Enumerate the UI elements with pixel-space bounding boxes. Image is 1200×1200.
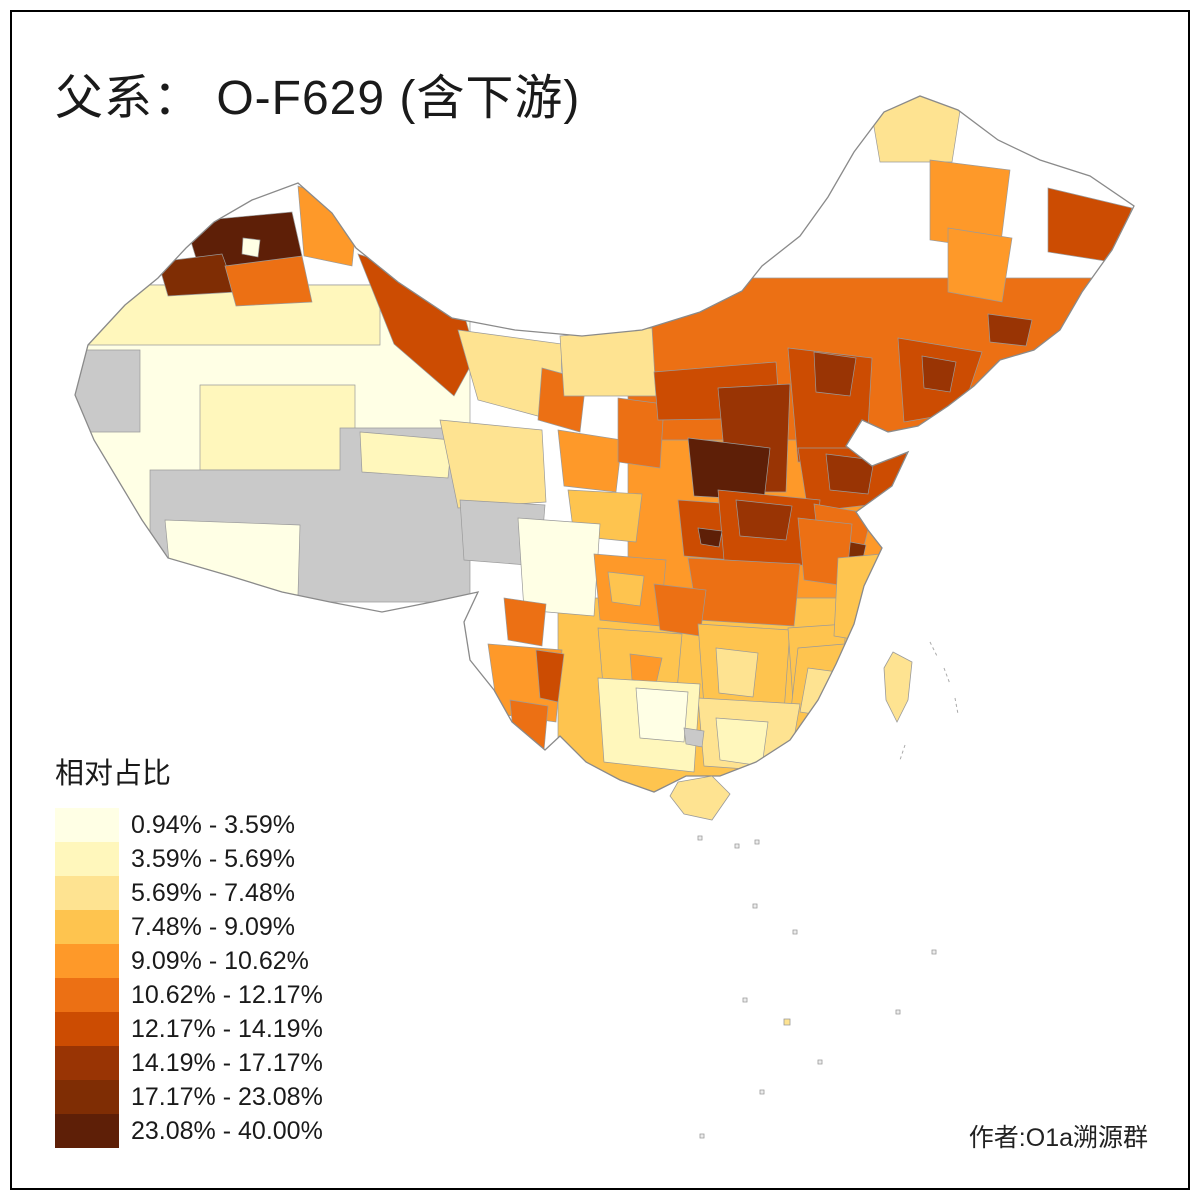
legend-color-swatch — [55, 944, 119, 978]
region-chengdu-patch — [607, 571, 645, 607]
region-sichuan-west-pale — [517, 517, 601, 617]
island-taiwan — [883, 651, 913, 723]
legend-range-label: 12.17% - 14.19% — [131, 1014, 323, 1043]
region-shaanxi-north-darkest — [687, 437, 771, 501]
region-shiyan-dark-spot — [697, 527, 723, 548]
legend-row: 7.48% - 9.09% — [55, 910, 323, 944]
island-islet-colored — [783, 1018, 791, 1026]
legend: 相对占比 0.94% - 3.59% 3.59% - 5.69% 5.69% -… — [55, 750, 323, 1148]
island-islet — [817, 1059, 823, 1065]
china-outline — [74, 95, 1135, 793]
region-karamay-pale — [241, 237, 261, 258]
legend-color-swatch — [55, 1080, 119, 1114]
region-zhejiang-mixed — [833, 553, 883, 643]
island-islet — [699, 1133, 705, 1139]
legend-range-label: 3.59% - 5.69% — [131, 844, 295, 873]
region-tacheng-orange — [224, 255, 313, 307]
legend-rows: 0.94% - 3.59% 3.59% - 5.69% 5.69% - 7.48… — [55, 808, 323, 1148]
author-credit: 作者:O1a溯源群 — [968, 1124, 1148, 1152]
legend-title: 相对占比 — [55, 758, 172, 790]
legend-color-swatch — [55, 1046, 119, 1080]
region-im-top-light — [867, 96, 963, 163]
region-guangxi-nodata-spot — [683, 727, 705, 748]
island-chain-dash — [943, 667, 951, 685]
region-guizhou-orange-patch — [629, 653, 663, 685]
legend-row: 23.08% - 40.00% — [55, 1114, 323, 1148]
region-shenyang-darker — [921, 355, 957, 393]
legend-range-label: 0.94% - 3.59% — [131, 810, 295, 839]
island-islet — [895, 1009, 901, 1015]
region-henan-darker-patch — [735, 499, 793, 541]
region-yunnan-nw-orange — [503, 597, 547, 647]
legend-range-label: 10.62% - 12.17% — [131, 980, 323, 1009]
legend-row: 12.17% - 14.19% — [55, 1012, 323, 1046]
legend-row: 3.59% - 5.69% — [55, 842, 323, 876]
island-islet — [931, 949, 937, 955]
region-shandong-darker-patch — [825, 453, 875, 495]
region-xinjiang-north-band — [79, 284, 381, 346]
legend-row: 5.69% - 7.48% — [55, 876, 323, 910]
legend-color-swatch — [55, 1114, 119, 1148]
island-islet — [792, 929, 798, 935]
region-jilin-dark-spot — [987, 313, 1033, 347]
region-southxj-yellow — [199, 384, 356, 471]
island-islet — [759, 1089, 765, 1095]
legend-color-swatch — [55, 910, 119, 944]
legend-range-label: 14.19% - 17.17% — [131, 1048, 323, 1077]
region-qaidam-lightyellow — [359, 431, 453, 479]
legend-row: 0.94% - 3.59% — [55, 808, 323, 842]
legend-range-label: 9.09% - 10.62% — [131, 946, 309, 975]
island-islet — [742, 997, 748, 1003]
legend-row: 17.17% - 23.08% — [55, 1080, 323, 1114]
region-songnen-light — [947, 227, 1013, 303]
region-bortala-dark — [157, 253, 237, 297]
legend-range-label: 17.17% - 23.08% — [131, 1082, 323, 1111]
island-hainan — [669, 775, 731, 821]
island-islet — [752, 903, 758, 909]
region-alxa-yellow — [559, 327, 657, 397]
island-islet — [734, 843, 740, 849]
region-beijing-darker — [813, 351, 857, 397]
legend-color-swatch — [55, 978, 119, 1012]
region-qinghai-east-yellow — [439, 419, 547, 509]
region-hunan-pale-patch — [715, 647, 759, 698]
legend-range-label: 7.48% - 9.09% — [131, 912, 295, 941]
legend-row: 9.09% - 10.62% — [55, 944, 323, 978]
region-yunnan-dark-patch — [535, 649, 565, 703]
region-lanzhou-orange — [557, 429, 623, 493]
legend-row: 14.19% - 17.17% — [55, 1046, 323, 1080]
legend-range-label: 5.69% - 7.48% — [131, 878, 295, 907]
region-altay-orange — [297, 185, 359, 267]
legend-range-label: 23.08% - 40.00% — [131, 1116, 323, 1145]
legend-color-swatch — [55, 876, 119, 910]
island-chain-dash — [929, 641, 939, 659]
legend-color-swatch — [55, 808, 119, 842]
region-guangxi-white — [635, 687, 689, 743]
region-ningxia-orange — [617, 397, 665, 469]
map-title: 父系： O-F629 (含下游) — [55, 72, 581, 125]
island-islet — [754, 839, 760, 845]
region-kashgar-nodata — [75, 349, 141, 433]
legend-color-swatch — [55, 842, 119, 876]
region-heilongjiang-dark-patch — [1047, 187, 1133, 263]
island-chain-dash — [899, 744, 906, 761]
island-chain-dash — [954, 697, 959, 715]
island-islet — [697, 835, 703, 841]
map-regions — [75, 96, 1134, 792]
legend-color-swatch — [55, 1012, 119, 1046]
region-tibet-west-pale — [164, 519, 301, 596]
legend-row: 10.62% - 12.17% — [55, 978, 323, 1012]
